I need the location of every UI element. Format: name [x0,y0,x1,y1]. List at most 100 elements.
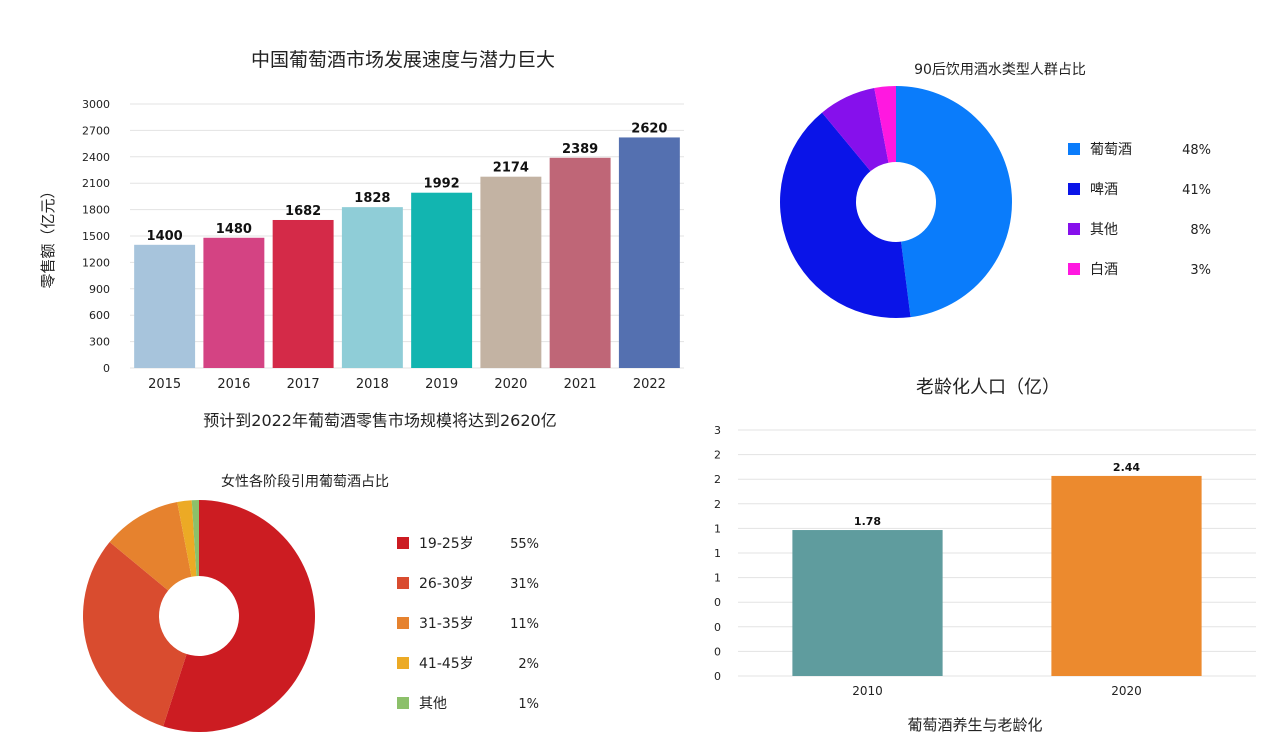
c3-legend-pct: 2% [518,657,539,672]
c3-slice-3 [177,500,197,577]
aging-x-axis-label: 葡萄酒养生与老龄化 [907,716,1042,734]
retail-y-axis-label: 零售额（亿元） [39,183,57,288]
c1-x-tick-label: 2015 [148,377,181,392]
c2-legend-pct: 3% [1190,263,1211,278]
c1-y-tick-label: 1800 [82,204,110,217]
c4-y-tick-label: 0 [714,596,721,609]
women-chart-title: 女性各阶段引用葡萄酒占比 [221,473,389,490]
c4-value-label: 2.44 [1113,461,1140,474]
retail-x-tick-labels: 2015 2016 2017 2018 2019 2020 2021 2022 [148,377,666,392]
c1-x-tick-label: 2017 [287,377,320,392]
c1-bar-2018 [341,207,403,368]
c3-slice-4 [191,500,199,577]
c2-slice-0 [896,86,1013,318]
c2-legend-pct: 8% [1190,223,1211,238]
retail-bars [134,137,680,368]
post90-chart-title: 90后饮用酒水类型人群占比 [914,62,1086,78]
c1-x-tick-label: 2018 [356,377,389,392]
retail-value-labels: 1400 1480 1682 1828 1992 2174 2389 2620 [147,121,668,243]
c2-slice-1 [780,112,911,318]
c1-value-label: 1992 [424,177,460,192]
c2-legend-swatch [1068,263,1080,275]
c1-x-tick-label: 2022 [633,377,666,392]
c1-y-tick-label: 2400 [82,151,110,164]
c4-x-tick-label: 2010 [852,684,883,698]
c2-legend-label: 白酒 [1090,262,1118,278]
c3-legend-label: 31-35岁 [419,616,474,632]
c3-legend-pct: 31% [510,577,539,592]
c1-y-tick-label: 900 [89,283,110,296]
c1-value-label: 1480 [216,222,252,237]
c2-slice-2 [822,88,889,172]
c2-legend-swatch [1068,143,1080,155]
c3-legend-pct: 1% [518,697,539,712]
c3-legend-pct: 11% [510,617,539,632]
c3-legend-label: 其他 [419,696,447,712]
c3-legend-swatch [397,657,409,669]
c4-y-tick-label: 0 [714,645,721,658]
c3-legend-swatch [397,697,409,709]
c1-bar-2015 [134,244,196,368]
post90-donut-slices [780,86,1013,318]
c4-y-tick-label: 0 [714,670,721,683]
c1-value-label: 2389 [562,142,598,157]
c4-y-tick-label: 3 [714,424,721,437]
c1-x-tick-label: 2016 [217,377,250,392]
c1-value-label: 2174 [493,161,529,176]
c2-legend-pct: 41% [1182,183,1211,198]
retail-chart-title: 中国葡萄酒市场发展速度与潜力巨大 [251,49,555,71]
c1-y-tick-label: 600 [89,309,110,322]
c1-bar-2017 [272,219,334,368]
c4-bar-2010 [792,530,943,676]
post90-legend: 葡萄酒 48% 啤酒 41% 其他 8% 白酒 3% [1068,142,1211,278]
c1-value-label: 1682 [285,204,321,219]
c1-y-tick-label: 1500 [82,230,110,243]
c4-y-tick-label: 1 [714,547,721,560]
aging-value-labels: 1.78 2.44 [854,461,1140,528]
c1-bar-2022 [618,137,680,368]
post90-donut-chart: 90后饮用酒水类型人群占比 葡萄酒 48% 啤酒 41% 其他 8% 白酒 3% [780,62,1211,318]
c1-value-label: 2620 [631,121,667,136]
c2-legend-label: 葡萄酒 [1090,142,1132,158]
c4-y-tick-label: 0 [714,621,721,634]
c4-bar-2020 [1051,475,1202,676]
c1-bar-2021 [549,157,611,368]
c3-slice-1 [83,542,187,727]
c4-value-label: 1.78 [854,515,881,528]
c1-bar-2019 [411,192,473,368]
c4-x-tick-label: 2020 [1111,684,1142,698]
c1-value-label: 1828 [354,191,390,206]
c4-y-tick-label: 2 [714,473,721,486]
c3-slice-0 [163,500,315,732]
aging-chart-title: 老龄化人口（亿） [916,377,1060,398]
c1-y-tick-label: 1200 [82,256,110,269]
women-legend: 19-25岁 55% 26-30岁 31% 31-35岁 11% 41-45岁 2% 其他 1% [397,536,539,712]
c3-legend-label: 41-45岁 [419,656,474,672]
c3-slice-2 [109,502,192,591]
c3-legend-pct: 55% [510,537,539,552]
c3-legend-swatch [397,617,409,629]
c3-legend-swatch [397,577,409,589]
c1-x-tick-label: 2021 [564,377,597,392]
c4-y-tick-label: 1 [714,522,721,535]
c1-y-tick-label: 2700 [82,124,110,137]
c1-bar-2016 [203,237,265,368]
women-donut-slices [83,500,315,732]
c1-x-tick-label: 2019 [425,377,458,392]
aging-x-tick-labels: 2010 2020 [852,684,1142,698]
c3-legend-label: 26-30岁 [419,576,474,592]
c2-legend-swatch [1068,223,1080,235]
retail-x-axis-label: 预计到2022年葡萄酒零售市场规模将达到2620亿 [203,411,556,430]
c3-legend-label: 19-25岁 [419,536,474,552]
retail-y-tick-labels: 0 300 600 900 1200 1500 1800 2100 2400 2700 3000 [82,98,110,375]
c1-y-tick-label: 300 [89,336,110,349]
c2-legend-label: 啤酒 [1090,182,1118,198]
retail-bar-chart: 中国葡萄酒市场发展速度与潜力巨大 0 300 600 900 1200 1500 1800 2… [39,49,684,430]
c1-y-tick-label: 3000 [82,98,110,111]
c2-legend-pct: 48% [1182,143,1211,158]
c1-value-label: 1400 [147,229,183,244]
c2-slice-3 [874,86,896,163]
aging-y-tick-labels: 0 0 0 0 1 1 1 2 2 2 3 [714,424,721,683]
c3-legend-swatch [397,537,409,549]
c4-y-tick-label: 2 [714,449,721,462]
